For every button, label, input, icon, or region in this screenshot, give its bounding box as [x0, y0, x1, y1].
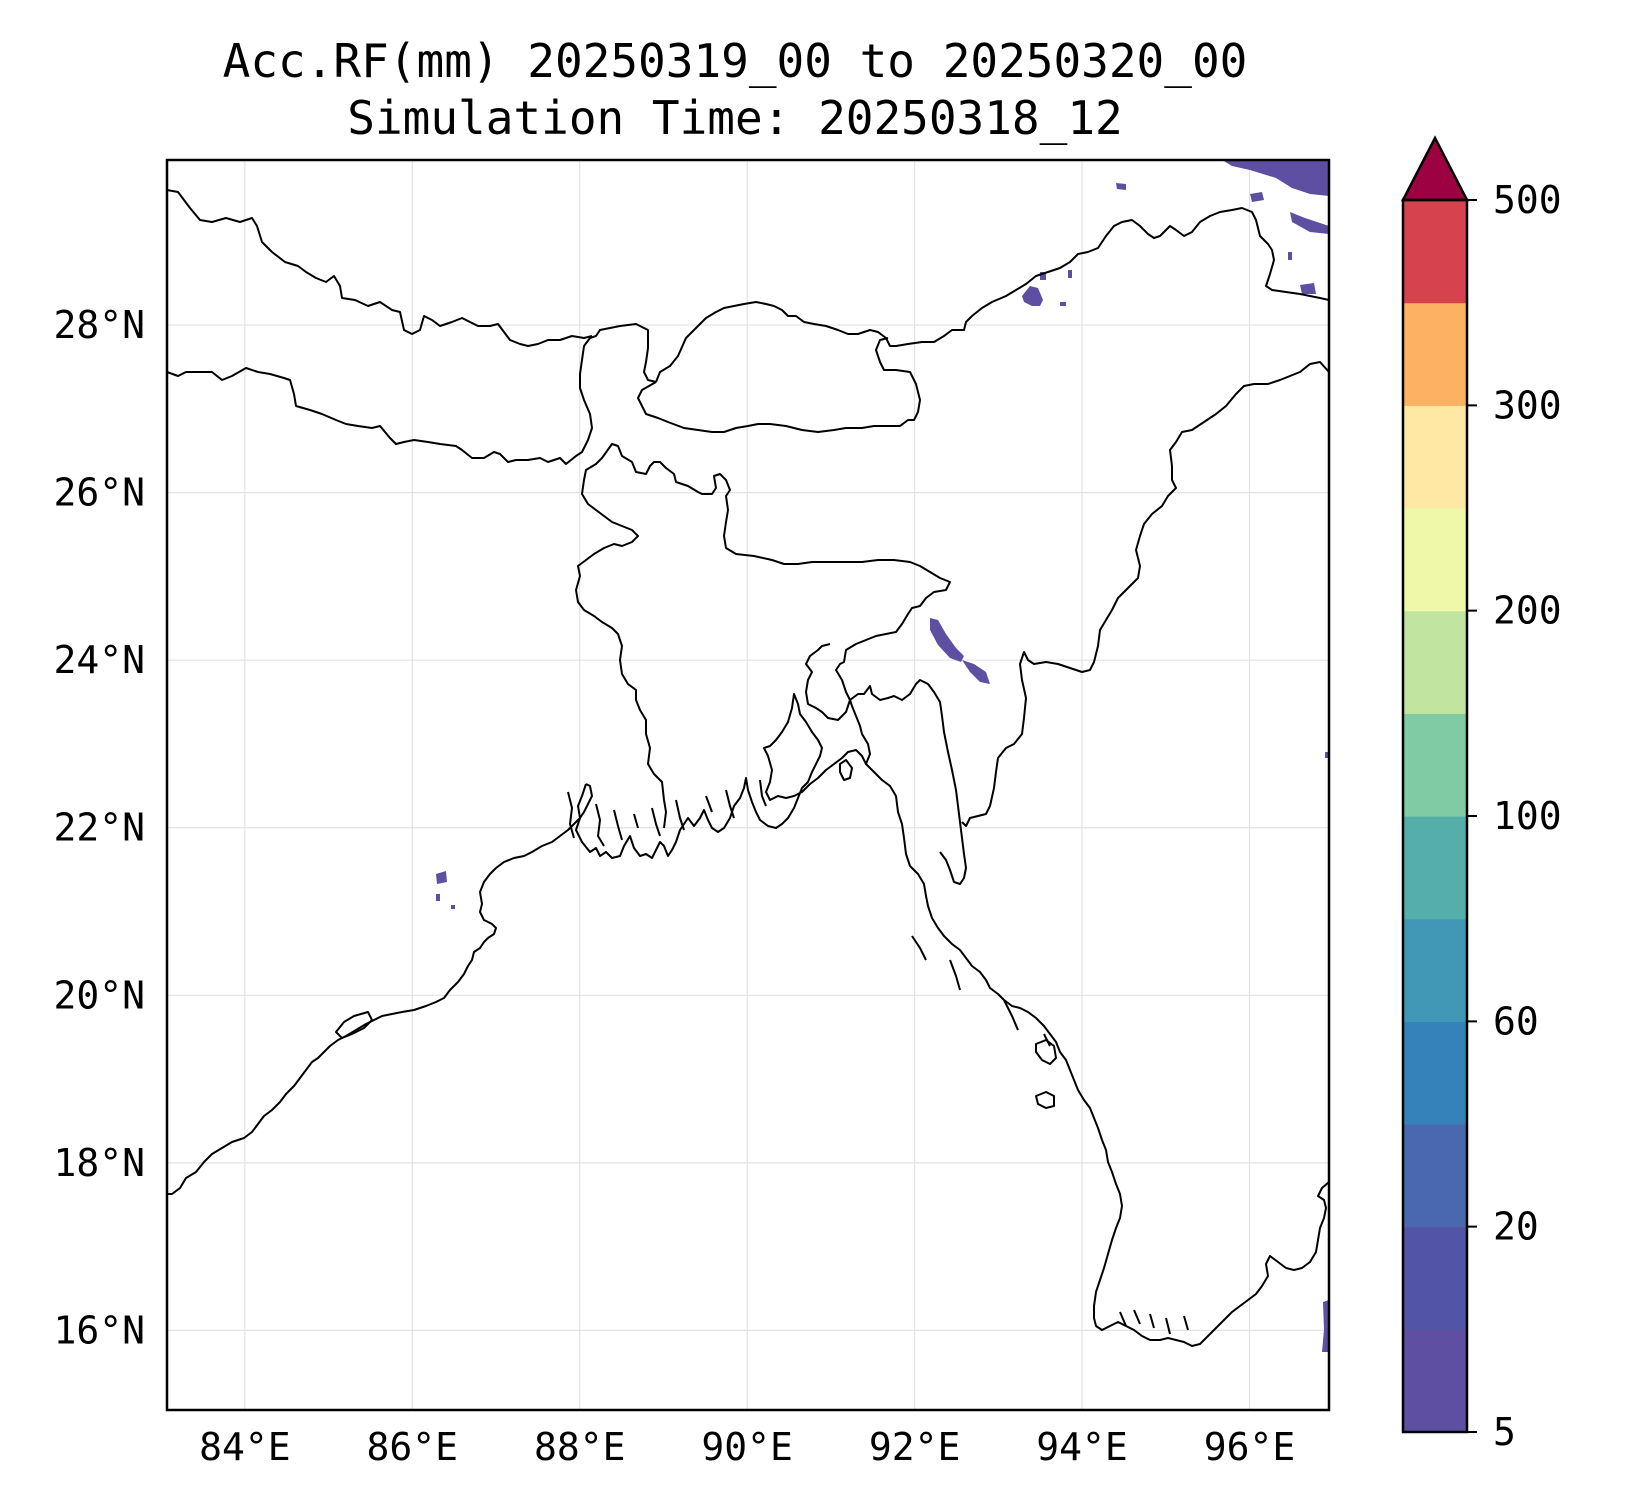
rain-area-tripura-mizoram: [930, 618, 990, 684]
rain-area-tibet-band: [1290, 212, 1329, 234]
colorbar-tick-label: 300: [1493, 383, 1562, 427]
coastline-chilika: [335, 1011, 373, 1039]
colorbar-band: [1403, 508, 1467, 612]
rain-area-bay-of-bengal-west: [436, 871, 455, 909]
colorbar-tick-label: 60: [1493, 999, 1539, 1043]
x-axis-ticks: 84°E 86°E 88°E 90°E 92°E 94°E 96°E: [199, 1425, 1295, 1469]
border-myanmar-west: [849, 679, 967, 885]
colorbar-band: [1403, 1329, 1467, 1433]
x-tick-label: 86°E: [367, 1425, 459, 1469]
coastline-sundarbans-inlets: [567, 779, 767, 847]
colorbar: 5 20 60 100 200 300 500: [1400, 135, 1562, 1454]
border-bangladesh-west: [575, 450, 667, 829]
map-panel: 84°E 86°E 88°E 90°E 92°E 94°E 96°E 16°N 18°N 20°…: [53, 158, 1331, 1469]
rain-area-arunachal-north: [1022, 286, 1043, 306]
map-subtitle: Simulation Time: 20250318_12: [347, 91, 1122, 145]
coastline-sundarbans: [575, 693, 871, 859]
colorbar-band: [1403, 713, 1467, 817]
y-tick-label: 24°N: [53, 638, 145, 682]
colorbar-band: [1403, 1021, 1467, 1125]
colorbar-tick-label: 100: [1493, 794, 1562, 838]
rain-area-tibet-northeast: [1222, 160, 1329, 196]
border-nepal-north: [166, 189, 593, 347]
y-tick-label: 20°N: [53, 973, 145, 1017]
colorbar-band: [1403, 405, 1467, 509]
gridlines: [167, 160, 1329, 1410]
coastlines-and-borders: [166, 189, 1330, 1347]
x-tick-label: 88°E: [534, 1425, 626, 1469]
colorbar-extend-arrow: [1400, 135, 1470, 202]
map-title: Acc.RF(mm) 20250319_00 to 20250320_00: [223, 34, 1248, 88]
coastline-myanmar: [865, 763, 1330, 1347]
colorbar-band: [1403, 200, 1467, 304]
border-bhutan-south: [637, 337, 921, 433]
island-cheduba: [1035, 1091, 1055, 1109]
coastline-india-east: [167, 783, 593, 1195]
rain-area-tibet-dot: [1250, 192, 1264, 202]
y-tick-label: 26°N: [53, 471, 145, 515]
island-bhola: [839, 759, 853, 781]
y-axis-ticks: 16°N 18°N 20°N 22°N 24°N 26°N 28°N: [53, 303, 145, 1352]
colorbar-tick-label: 5: [1493, 1410, 1516, 1454]
border-india-northeast: [961, 361, 1330, 827]
x-tick-label: 90°E: [701, 1425, 793, 1469]
colorbar-band: [1403, 816, 1467, 920]
x-tick-label: 96°E: [1204, 1425, 1296, 1469]
y-tick-label: 22°N: [53, 806, 145, 850]
x-tick-label: 92°E: [869, 1425, 961, 1469]
border-bhutan: [655, 207, 1330, 383]
colorbar-tick-label: 500: [1493, 178, 1562, 222]
rain-area-arunachal-specks: [1040, 252, 1316, 306]
colorbar-tick-label: 200: [1493, 589, 1562, 633]
colorbar-band: [1403, 1226, 1467, 1330]
colorbar-band: [1403, 918, 1467, 1022]
colorbar-band: [1403, 1124, 1467, 1228]
y-tick-label: 28°N: [53, 303, 145, 347]
rainfall-areas: [436, 160, 1329, 1352]
x-tick-label: 94°E: [1036, 1425, 1128, 1469]
colorbar-band: [1403, 302, 1467, 406]
border-bangladesh-north: [606, 443, 951, 721]
island-ramree: [1035, 1039, 1057, 1065]
colorbar-band: [1403, 610, 1467, 714]
rain-area-tibet-speck: [1116, 183, 1126, 190]
colorbar-tick-label: 20: [1493, 1205, 1539, 1249]
map-frame: [165, 158, 1331, 1412]
x-tick-label: 84°E: [199, 1425, 291, 1469]
border-nepal-south: [166, 323, 657, 465]
y-tick-label: 18°N: [53, 1141, 145, 1185]
y-tick-label: 16°N: [53, 1308, 145, 1352]
